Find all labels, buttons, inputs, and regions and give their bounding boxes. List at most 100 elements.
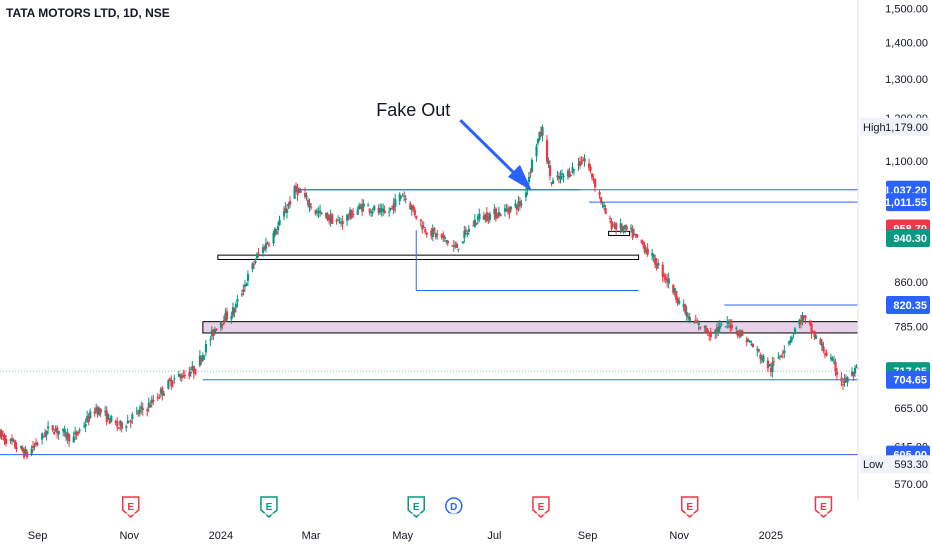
candle-body — [410, 205, 413, 211]
candle-body — [98, 408, 101, 415]
price-tag: 820.35 — [886, 296, 930, 315]
time-axis[interactable]: Sep Nov 2024 Mar May Jul Sep Nov 2025 — [28, 530, 783, 542]
price-tag: 704.65 — [886, 370, 930, 389]
candle-body — [517, 201, 520, 207]
candle-body — [625, 226, 628, 230]
candle-body — [724, 326, 727, 328]
candle-body — [619, 223, 622, 229]
candle-body — [425, 232, 428, 235]
candle-body — [676, 298, 679, 304]
event-letter: E — [413, 502, 420, 513]
candle-body — [383, 210, 386, 213]
candle-body — [257, 253, 260, 255]
candle-body — [87, 416, 90, 423]
event-letter: E — [820, 502, 827, 513]
candle-body — [120, 422, 123, 429]
candle-body — [433, 228, 436, 232]
candle-body — [212, 329, 215, 336]
candle-body — [331, 214, 334, 224]
candle-body — [340, 222, 343, 224]
candle-body — [74, 432, 77, 435]
candle-body — [30, 448, 33, 455]
level-lines-layer — [0, 189, 858, 456]
candle-body — [715, 328, 718, 333]
candle-body — [422, 226, 425, 228]
candle-body — [705, 327, 708, 333]
candle-body — [693, 322, 696, 324]
candle-body — [45, 431, 48, 436]
time-tick-label: 2025 — [759, 530, 783, 542]
candle-body — [461, 241, 465, 244]
candle-body — [192, 366, 196, 374]
candle-body — [687, 316, 690, 319]
candle-body — [634, 233, 637, 235]
candle-body — [204, 343, 208, 353]
candle-body — [310, 206, 313, 208]
candle-body — [272, 232, 275, 244]
candle-body — [14, 440, 17, 448]
candle-body — [624, 225, 627, 229]
candle-body — [636, 234, 639, 238]
price-tick-label: 570.00 — [894, 479, 928, 491]
candle-body — [99, 408, 102, 413]
candle-body — [536, 138, 540, 144]
candle-body — [757, 349, 761, 352]
event-letter: E — [127, 502, 134, 513]
price-tag: High 1,179.00 — [860, 117, 930, 136]
candle-body — [119, 420, 122, 426]
candle-body — [808, 321, 812, 325]
candle-body — [224, 312, 227, 322]
candle-body — [547, 160, 550, 164]
candle-body — [298, 189, 301, 192]
time-tick-label: 2024 — [209, 530, 233, 542]
candle-body — [129, 420, 132, 423]
candle-body — [772, 361, 776, 363]
candle-body — [682, 304, 685, 308]
candle-body — [473, 219, 477, 227]
price-tag-box — [886, 296, 930, 315]
candle-body — [780, 356, 783, 358]
candle-body — [557, 176, 561, 179]
candle-body — [180, 376, 184, 379]
candle-body — [777, 357, 780, 359]
candle-body — [642, 241, 645, 246]
candle-body — [621, 226, 624, 232]
candle-body — [252, 263, 256, 265]
candle-body — [391, 205, 394, 207]
candle-body — [612, 224, 615, 226]
candle-body — [359, 205, 362, 209]
candle-body — [5, 438, 8, 444]
candle-body — [467, 228, 471, 232]
candle-body — [673, 287, 676, 292]
candle-body — [708, 334, 711, 336]
candle-body — [579, 161, 582, 167]
zone-rect — [608, 230, 631, 237]
candle-body — [346, 214, 349, 221]
candle-body — [382, 208, 385, 212]
candle-body — [234, 304, 238, 308]
candle-body — [464, 229, 468, 232]
time-tick-label: Sep — [28, 530, 48, 542]
candle-body — [766, 360, 770, 369]
candle-body — [855, 366, 858, 368]
candle-body — [350, 210, 353, 219]
candle-body — [443, 236, 446, 239]
candle-body — [319, 210, 322, 214]
candle-body — [591, 173, 594, 178]
candle-body — [146, 409, 149, 412]
candle-body — [317, 211, 320, 213]
candle-body — [667, 278, 670, 284]
price-tag-box — [886, 228, 930, 247]
candle-body — [32, 446, 35, 449]
candle-body — [799, 320, 803, 324]
event-letter: D — [450, 502, 457, 513]
candle-body — [126, 420, 129, 424]
candle-body — [434, 233, 437, 238]
candle-body — [325, 212, 328, 218]
candle-body — [201, 355, 205, 361]
candle-body — [282, 211, 286, 217]
candle-body — [147, 402, 150, 408]
candle-body — [419, 219, 422, 222]
